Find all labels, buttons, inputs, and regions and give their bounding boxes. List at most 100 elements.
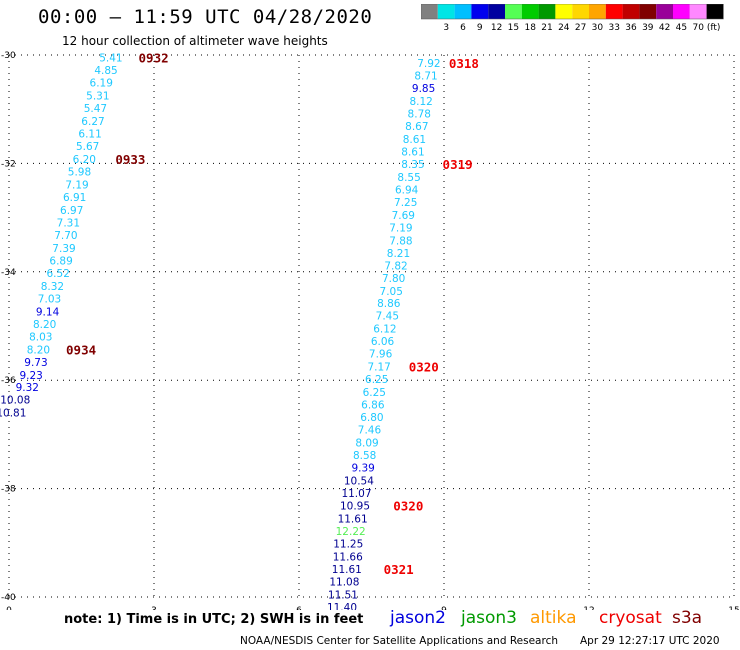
color-swatch — [673, 4, 690, 19]
wave-height-point: 11.25 — [333, 538, 363, 550]
legend-cryosat: cryosat — [599, 608, 662, 628]
wave-height-point: 6.52 — [47, 268, 70, 280]
wave-height-point: 10.81 — [0, 408, 26, 420]
color-swatch — [505, 4, 522, 19]
color-tick-label: 42 — [659, 23, 670, 33]
pass-time-label: 0319 — [443, 157, 473, 172]
x-tick-label: 6 — [296, 606, 302, 610]
wave-height-point: 4.85 — [94, 65, 117, 77]
x-tick-label: 15 — [728, 606, 739, 610]
wave-height-point: 8.35 — [401, 159, 424, 171]
wave-height-point: 7.39 — [52, 243, 75, 255]
wave-height-point: 10.95 — [340, 500, 370, 512]
wave-height-point: 6.20 — [73, 154, 96, 166]
wave-height-point: 5.41 — [99, 53, 122, 65]
wave-height-point: 8.55 — [397, 172, 420, 184]
wave-height-point: 6.25 — [363, 387, 386, 399]
legend-s3a: s3a — [672, 608, 703, 628]
color-tick-label: 3 — [443, 23, 449, 33]
wave-height-point: 9.32 — [16, 382, 39, 394]
wave-height-point: 7.82 — [384, 260, 407, 272]
wave-height-point: 8.78 — [408, 109, 431, 121]
y-tick-label: -32 — [1, 159, 16, 169]
color-swatch — [605, 4, 623, 19]
wave-height-point: 7.05 — [380, 286, 403, 298]
wave-height-point: 5.67 — [76, 141, 99, 153]
wave-height-chart: 03691215-30-32-34-36-38-405.414.856.195.… — [0, 51, 740, 610]
wave-height-point: 8.71 — [414, 71, 437, 83]
wave-height-point: 11.61 — [338, 513, 368, 525]
wave-height-point: 5.98 — [68, 167, 91, 179]
wave-height-point: 11.08 — [329, 576, 359, 588]
color-tick-label: 39 — [642, 23, 654, 33]
wave-height-point: 7.25 — [394, 197, 417, 209]
color-swatch — [656, 4, 673, 19]
wave-height-point: 8.32 — [41, 281, 64, 293]
color-tick-label: 45 — [676, 23, 687, 33]
wave-height-point: 6.94 — [395, 184, 419, 196]
wave-height-point: 7.46 — [358, 425, 382, 437]
page-subtitle: 12 hour collection of altimeter wave hei… — [62, 34, 328, 48]
wave-height-point: 7.96 — [369, 349, 393, 361]
color-swatch — [572, 4, 589, 19]
color-swatch — [689, 4, 707, 19]
wave-height-point: 7.92 — [417, 58, 440, 70]
x-tick-label: 0 — [6, 606, 12, 610]
wave-height-point: 6.91 — [63, 192, 86, 204]
wave-height-point: 10.54 — [344, 475, 374, 487]
wave-height-point: 6.06 — [371, 336, 395, 348]
color-swatch — [639, 4, 657, 19]
wave-height-point: 7.80 — [382, 273, 405, 285]
color-unit-label: (ft) — [707, 23, 721, 33]
wave-height-point: 8.86 — [377, 298, 401, 310]
wave-height-point: 8.20 — [33, 319, 56, 331]
color-swatch — [706, 4, 724, 19]
wave-height-point: 9.85 — [412, 83, 435, 95]
wave-height-point: 11.66 — [333, 551, 363, 563]
wave-height-point: 6.27 — [81, 116, 104, 128]
wave-height-point: 7.69 — [392, 210, 415, 222]
wave-height-point: 6.12 — [373, 324, 396, 336]
wave-height-point: 6.25 — [365, 374, 388, 386]
wave-height-point: 12.22 — [336, 526, 366, 538]
wave-height-point: 6.11 — [78, 129, 101, 141]
wave-height-point: 8.03 — [29, 331, 52, 343]
color-swatch — [421, 4, 438, 19]
wave-height-point: 8.12 — [409, 96, 432, 108]
pass-time-label: 0933 — [115, 152, 145, 167]
wave-height-point: 7.17 — [367, 362, 390, 374]
wave-height-point: 9.14 — [36, 306, 60, 318]
pass-time-label: 0932 — [139, 51, 169, 66]
color-tick-label: 36 — [625, 23, 637, 33]
wave-height-point: 8.61 — [401, 146, 424, 158]
color-swatch — [555, 4, 573, 19]
color-tick-label: 6 — [460, 23, 466, 33]
wave-height-point: 8.61 — [403, 134, 426, 146]
page-title: 00:00 – 11:59 UTC 04/28/2020 — [38, 6, 373, 28]
wave-height-point: 6.86 — [361, 400, 385, 412]
x-tick-label: 9 — [441, 606, 447, 610]
pass-time-label: 0321 — [384, 562, 414, 577]
wave-height-point: 8.58 — [353, 450, 376, 462]
color-tick-label: 21 — [541, 23, 552, 33]
color-tick-label: 33 — [608, 23, 619, 33]
color-tick-label: 12 — [491, 23, 502, 33]
color-swatch — [437, 4, 455, 19]
wave-height-point: 7.19 — [389, 222, 412, 234]
legend-jason2: jason2 — [390, 608, 446, 628]
wave-height-point: 9.39 — [351, 462, 374, 474]
color-swatch — [488, 4, 505, 19]
y-tick-label: -38 — [1, 485, 16, 495]
pass-time-label: 0320 — [409, 360, 439, 375]
x-tick-label: 12 — [583, 606, 594, 610]
wave-height-point: 8.20 — [27, 344, 50, 356]
color-bar-frame — [421, 4, 724, 20]
color-tick-label: 30 — [592, 23, 604, 33]
wave-height-point: 6.97 — [60, 205, 83, 217]
wave-height-point: 10.08 — [0, 395, 30, 407]
color-tick-label: 27 — [575, 23, 586, 33]
wave-height-point: 11.61 — [332, 564, 362, 576]
wave-height-point: 9.23 — [19, 370, 42, 382]
wave-height-point: 9.73 — [24, 357, 47, 369]
wave-height-point: 8.67 — [405, 121, 428, 133]
